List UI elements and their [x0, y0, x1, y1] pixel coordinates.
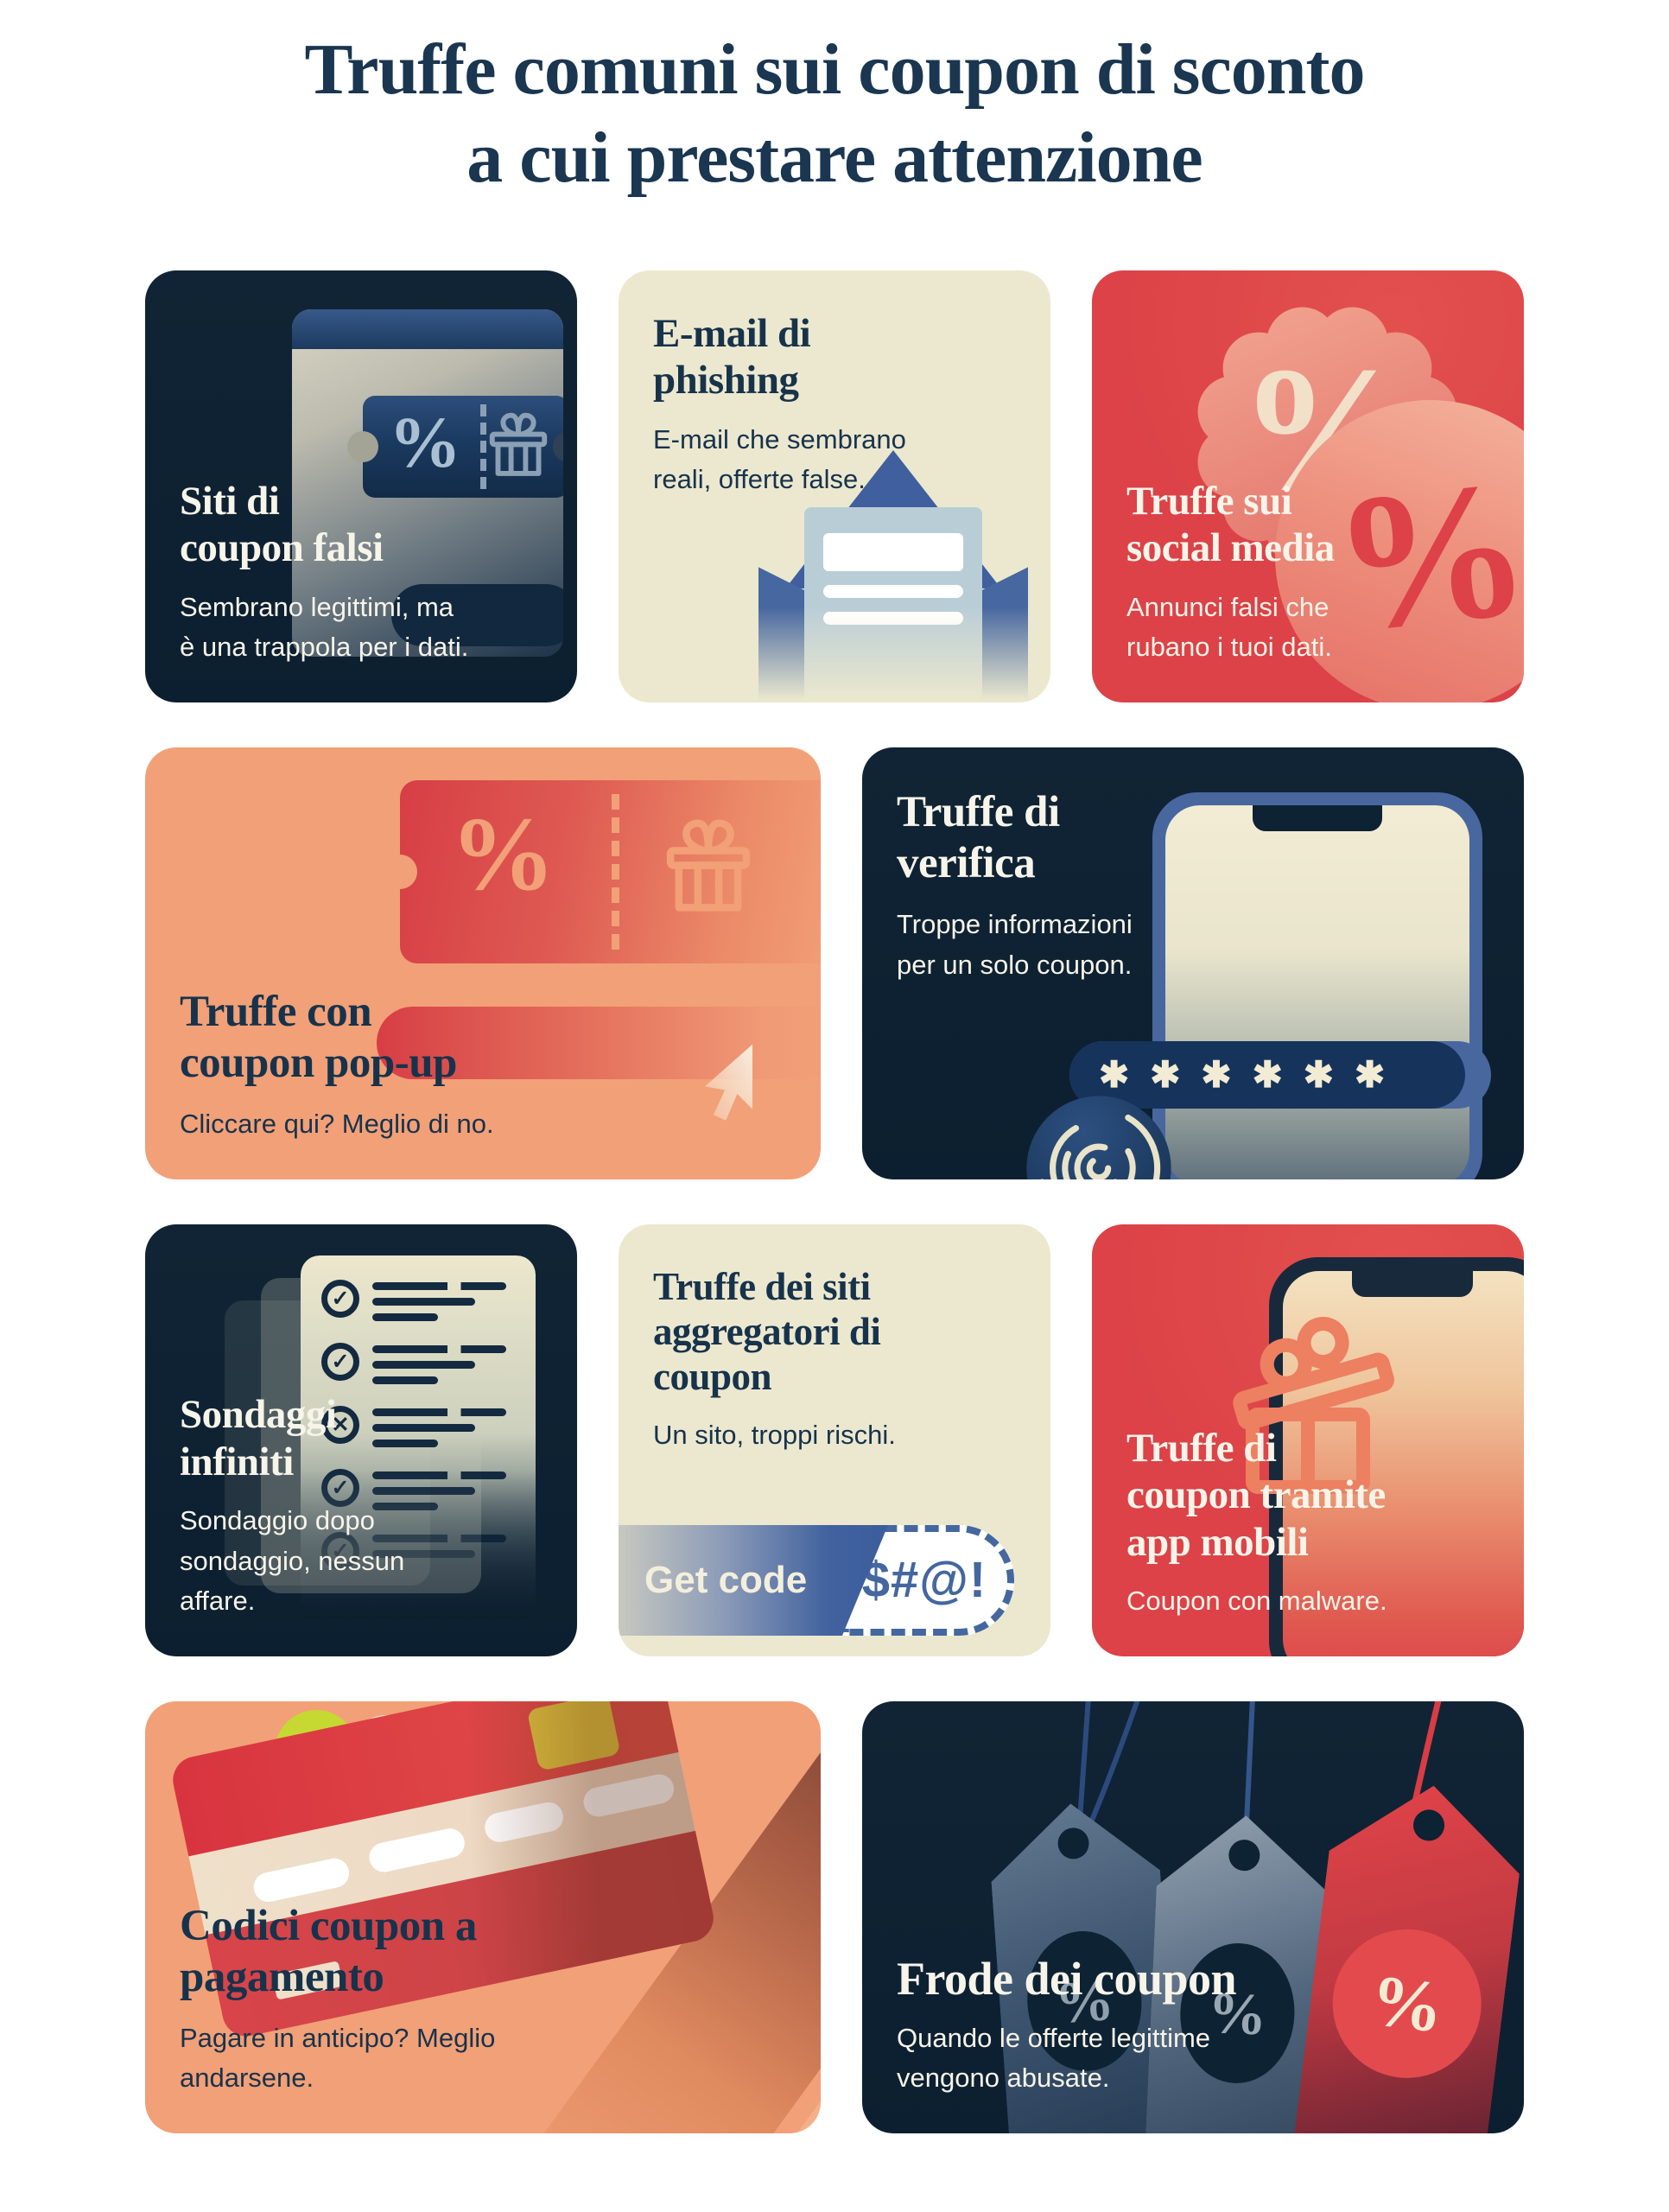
phone-screen — [1283, 1270, 1524, 1656]
letter-text-block — [823, 532, 963, 571]
get-code-label: Get code — [644, 1558, 808, 1601]
card-title: Truffe sui social media — [1126, 478, 1335, 571]
coupon-code-strip: $#@! Get code — [619, 1524, 1050, 1636]
card-description: Cliccare qui? Meglio di no. — [180, 1109, 494, 1140]
card-description: Quando le offerte legittime vengono abus… — [897, 2022, 1211, 2094]
card-text: Truffe dei siti aggregatori di coupon Un… — [653, 1264, 1025, 1455]
row-3: ✓ ✓ ✕ ✓ ✓ — [145, 1224, 1524, 1656]
card-title: Truffe dei siti aggregatori di coupon — [653, 1264, 881, 1399]
card-popup-coupon-scams: % — [145, 747, 821, 1179]
card-mobile-app-scams: Truffe di coupon tramite app mobili Coup… — [1092, 1224, 1524, 1656]
card-phishing-email: E-mail di phishing E-mail che sembrano r… — [619, 270, 1050, 702]
browser-pill-shape — [391, 583, 563, 646]
tag-hole — [1057, 1827, 1089, 1859]
gift-icon — [656, 815, 761, 920]
tag-hole — [1412, 1808, 1446, 1842]
survey-row: ✓ — [321, 1531, 515, 1570]
card-description: E-mail che sembrano reali, offerte false… — [653, 423, 906, 495]
fingerprint-icon — [1022, 1091, 1176, 1179]
browser-window-illustration: % — [292, 308, 563, 657]
card-description: Sondaggio dopo sondaggio, nessun affare. — [180, 1505, 405, 1617]
letter-text-line — [823, 584, 963, 598]
browser-titlebar — [292, 308, 563, 349]
survey-row: ✕ — [321, 1405, 515, 1447]
card-text: Truffe di verifica Troppe informazioni p… — [897, 787, 1498, 985]
card-endless-surveys: ✓ ✓ ✕ ✓ ✓ — [145, 1224, 577, 1656]
discount-circle-illustration: % — [1275, 399, 1524, 702]
percent-icon: % — [450, 795, 555, 912]
card-title: Siti di coupon falsi — [180, 478, 384, 571]
coupon-notch — [347, 430, 378, 462]
tag-hole — [1228, 1839, 1261, 1872]
cross-circle-icon: ✕ — [321, 1405, 359, 1444]
card-text: Frode dei coupon Quando le offerte legit… — [897, 1952, 1498, 2099]
survey-row: ✓ — [321, 1342, 515, 1384]
check-circle-icon: ✓ — [321, 1279, 359, 1318]
phone-notch — [1352, 1270, 1473, 1297]
phone-notch — [1253, 804, 1382, 831]
page-title: Truffe comuni sui coupon di sconto a cui… — [304, 29, 1366, 199]
check-circle-icon: ✓ — [321, 1342, 359, 1381]
password-mask: ✱✱✱✱✱✱ — [1099, 1054, 1406, 1096]
card-text: Truffe sui social media Annunci falsi ch… — [1126, 478, 1498, 668]
cursor-icon — [676, 1033, 771, 1136]
row-2: % — [145, 747, 1524, 1179]
phone-screen — [1165, 804, 1469, 1179]
password-field: ✱✱✱✱✱✱ — [1069, 1040, 1491, 1109]
phone-illustration — [1152, 791, 1482, 1179]
percent-icon: % — [389, 402, 461, 483]
code-text: $#@! — [861, 1552, 987, 1609]
row-4: Codici coupon a pagamento Pagare in anti… — [145, 1700, 1524, 2133]
revealed-code-coupon: $#@! — [841, 1524, 1014, 1636]
card-title: Truffe di verifica — [897, 787, 1060, 888]
card-grid: % — [145, 270, 1524, 2133]
card-text: Sondaggi infiniti Sondaggio dopo sondagg… — [180, 1391, 551, 1622]
check-circle-icon: ✓ — [321, 1531, 359, 1570]
card-title: E-mail di phishing — [653, 310, 811, 404]
card-title: Truffe di coupon tramite app mobili — [1126, 1425, 1386, 1565]
get-code-button: Get code — [619, 1524, 888, 1636]
card-text: Codici coupon a pagamento Pagare in anti… — [180, 1901, 795, 2099]
row-1: % — [145, 270, 1524, 702]
coupon-divider — [611, 793, 619, 950]
gift-icon — [482, 410, 555, 482]
survey-row: ✓ — [321, 1468, 515, 1510]
coupon-notch — [553, 430, 563, 462]
card-description: Pagare in anticipo? Meglio andarsene. — [180, 2022, 496, 2094]
letter-text-line — [823, 611, 963, 625]
coupon-ticket-illustration: % — [347, 395, 563, 498]
card-description: Coupon con malware. — [1126, 1586, 1387, 1617]
card-coupon-fraud: % % % Frode dei coupon Quando le offerte… — [862, 1700, 1524, 2133]
card-description: Troppe informazioni per un solo coupon. — [897, 909, 1133, 980]
password-field-inner: ✱✱✱✱✱✱ — [1069, 1040, 1465, 1109]
card-title: Sondaggi infiniti — [180, 1392, 337, 1484]
letter-illustration — [804, 506, 982, 702]
card-aggregator-site-scams: Truffe dei siti aggregatori di coupon Un… — [619, 1224, 1050, 1656]
card-title: Frode dei coupon — [897, 1953, 1237, 2005]
envelope-icon — [758, 449, 1028, 702]
card-paid-coupon-codes: Codici coupon a pagamento Pagare in anti… — [145, 1700, 821, 2133]
card-title: Codici coupon a pagamento — [180, 1901, 477, 2001]
card-text: Truffe con coupon pop-up Cliccare qui? M… — [180, 987, 795, 1145]
coupon-divider — [479, 404, 486, 489]
card-text: Truffe di coupon tramite app mobili Coup… — [1126, 1425, 1498, 1622]
check-circle-icon: ✓ — [321, 1468, 359, 1507]
card-description: Un sito, troppi rischi. — [653, 1419, 896, 1450]
open-gift-icon — [1204, 1304, 1412, 1511]
card-verification-scams: ✱✱✱✱✱✱ — [862, 747, 1524, 1179]
coupon-ticket-illustration: % — [383, 779, 821, 963]
card-title: Truffe con coupon pop-up — [180, 988, 457, 1088]
survey-row: ✓ — [321, 1279, 515, 1321]
card-social-media-scams: % % Truffe sui social media Annunci fals… — [1092, 270, 1524, 702]
card-text: Siti di coupon falsi Sembrano legittimi,… — [180, 478, 551, 668]
coupon-notch — [383, 854, 417, 889]
card-fake-coupon-sites: % — [145, 270, 577, 702]
card-description: Sembrano legittimi, ma è una trappola pe… — [180, 591, 469, 663]
card-text: E-mail di phishing E-mail che sembrano r… — [653, 310, 1025, 500]
survey-sheet-front: ✓ ✓ ✕ ✓ ✓ — [301, 1255, 536, 1625]
card-description: Annunci falsi che rubano i tuoi dati. — [1126, 591, 1332, 663]
